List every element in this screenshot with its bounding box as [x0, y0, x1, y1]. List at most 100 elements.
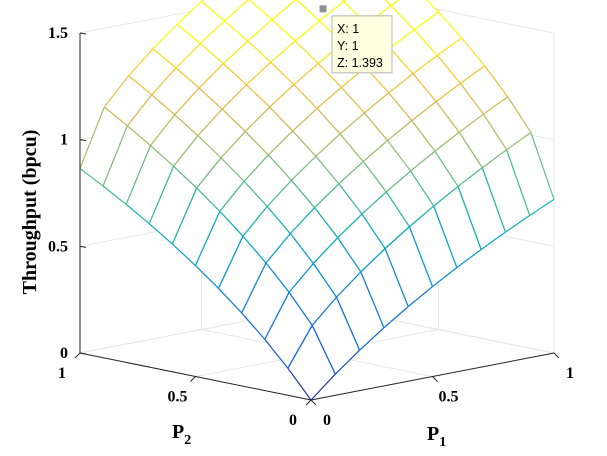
surface-edge: [484, 65, 509, 98]
surface-edge: [269, 84, 295, 108]
surface-edge: [412, 73, 437, 102]
surface-edge: [125, 145, 152, 205]
surface-edge: [335, 297, 361, 351]
datatip-marker: [318, 4, 328, 14]
surface-edge: [271, 0, 297, 21]
surface-edge: [128, 48, 154, 77]
surface-edge: [507, 96, 532, 133]
surface-edge: [506, 132, 532, 151]
surface-edge: [434, 150, 459, 187]
surface-edge: [291, 179, 316, 209]
surface-edge: [361, 213, 386, 249]
x-tick-mark: [553, 352, 560, 359]
surface-edge: [389, 29, 415, 49]
surface-edge: [199, 43, 224, 65]
surface-edge: [436, 55, 461, 84]
surface-face: [150, 114, 198, 167]
surface-face: [363, 140, 411, 192]
surface-edge: [340, 86, 365, 114]
surface-edge: [407, 286, 433, 308]
surface-edge: [388, 92, 413, 122]
surface-edge: [317, 63, 342, 88]
z-tick-label: 1: [60, 132, 68, 149]
surface-edge: [389, 47, 414, 75]
surface-face: [460, 65, 508, 115]
surface-edge: [197, 108, 223, 137]
surface-face: [312, 297, 360, 375]
surface-face: [219, 181, 268, 237]
y-axis-label: P2: [172, 421, 191, 448]
surface-edge: [197, 135, 222, 159]
surface-edge: [426, 0, 439, 13]
surface-edge: [362, 140, 388, 163]
surface-edge: [248, 0, 273, 21]
surface-edge: [459, 82, 484, 115]
surface-edge: [264, 339, 289, 369]
surface-face: [174, 88, 223, 136]
surface-edge: [458, 113, 484, 133]
y-tick-mark: [190, 376, 196, 382]
surface-face: [241, 263, 290, 340]
surface-edge: [289, 207, 316, 235]
surface-edge: [481, 167, 506, 233]
surface-edge: [413, 11, 439, 31]
x-tick-mark: [432, 376, 438, 382]
surface-edge: [385, 191, 410, 228]
surface-edge: [126, 94, 153, 127]
surface-face: [362, 191, 410, 249]
surface-edge: [221, 84, 247, 110]
datatip-line: Y: 1: [337, 39, 359, 53]
surface-edge: [360, 248, 386, 273]
surface-edge: [529, 198, 555, 216]
surface-edge: [266, 179, 292, 207]
surface-edge: [506, 149, 531, 216]
surface-edge: [457, 167, 483, 187]
surface-face: [436, 83, 484, 133]
surface-mesh: [79, 0, 555, 401]
surface-face: [221, 131, 269, 182]
surface-edge: [288, 292, 313, 326]
surface-edge: [222, 40, 249, 65]
surface-face: [104, 75, 152, 126]
surface-edge: [246, 84, 271, 108]
surface-edge: [316, 108, 341, 135]
data-tip[interactable]: X: 1 Y: 1 Z: 1.393: [318, 4, 393, 74]
z-axis-label: Throughput (bpcu): [19, 130, 41, 295]
surface-face: [386, 171, 434, 227]
surface-edge: [483, 96, 509, 115]
surface-edge: [364, 92, 390, 114]
z-tick-label: 1.5: [48, 25, 68, 42]
surface-edge: [176, 23, 201, 44]
x-tick-label: 0: [323, 412, 331, 429]
surface-edge: [291, 155, 317, 181]
surface-face: [340, 112, 388, 162]
surface-face: [199, 63, 247, 110]
surface-face: [336, 271, 384, 351]
surface-face: [249, 0, 296, 20]
surface-edge: [458, 131, 483, 169]
surface-edge: [388, 73, 414, 94]
surface-edge: [385, 170, 411, 193]
surface-edge: [411, 120, 436, 152]
surface-edge: [315, 155, 340, 185]
surface-edge: [408, 226, 434, 287]
y-tick-label: 0: [289, 412, 297, 429]
surface-edge: [334, 349, 361, 375]
surface-edge: [311, 296, 337, 326]
datatip-box: [331, 15, 393, 74]
surface-edge: [362, 161, 387, 193]
surface-edge: [151, 94, 176, 116]
surface-face: [103, 125, 151, 205]
surface-edge: [267, 154, 292, 181]
surface-face: [434, 132, 483, 187]
z-tick-mark: [79, 32, 87, 35]
y-tick-label: 0.5: [168, 389, 188, 406]
surface-face: [459, 114, 507, 168]
surface-edge: [244, 106, 271, 132]
surface-edge: [176, 1, 202, 25]
surface-face: [127, 94, 175, 146]
x-tick-mark: [310, 399, 317, 406]
surface-edge: [294, 40, 319, 64]
surface-edge: [409, 205, 435, 228]
surface-edge: [201, 0, 225, 22]
